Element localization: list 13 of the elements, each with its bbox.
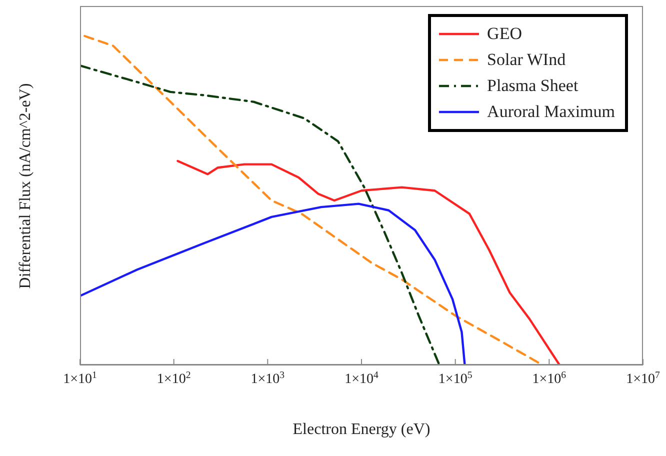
x-tick-label: 1×10$^{4}$	[344, 370, 378, 387]
x-tick-label: 1×10$^{7}$	[626, 370, 660, 387]
legend-label: Auroral Maximum	[487, 102, 615, 122]
x-axis-title: Electron Energy (eV)	[292, 421, 430, 438]
x-tick-label: 1×10$^{1}$	[63, 370, 97, 387]
legend-label: GEO	[487, 24, 522, 44]
x-tick-label: 1×10$^{2}$	[156, 370, 191, 387]
legend-label: Plasma Sheet	[487, 76, 578, 96]
x-tick-label: 1×10$^{5}$	[438, 370, 472, 387]
legend-label: Solar WInd	[487, 50, 566, 70]
x-tick-label: 1×10$^{6}$	[532, 370, 566, 387]
y-axis-title: Differential Flux (nA/cm^2-eV)	[17, 83, 35, 289]
x-tick-label: 1×10$^{3}$	[250, 370, 285, 387]
